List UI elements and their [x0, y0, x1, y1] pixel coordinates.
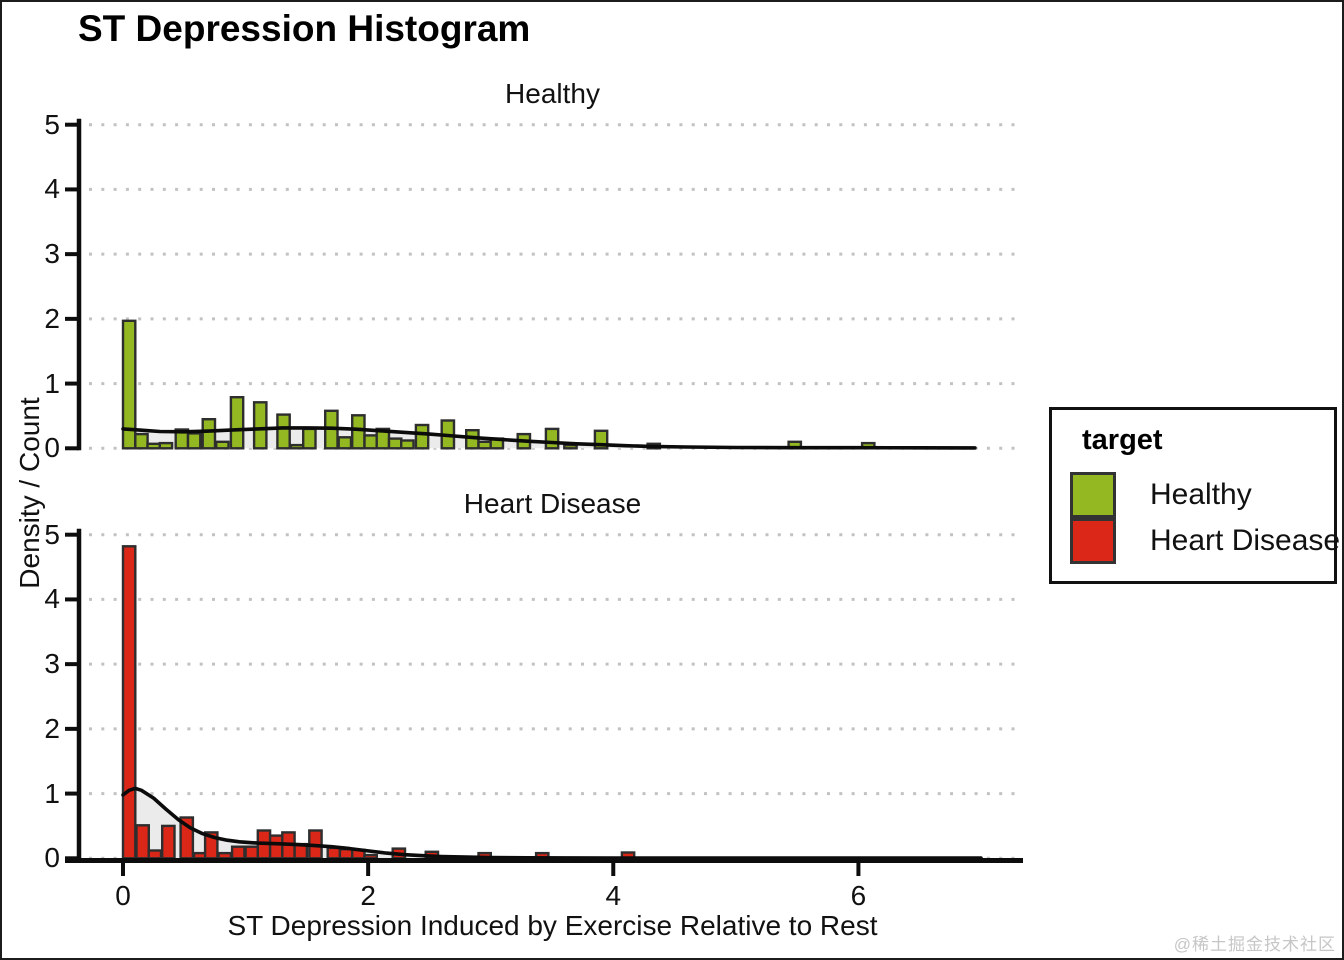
y-axis-title: Density / Count — [14, 397, 45, 589]
histogram-bar — [400, 439, 415, 450]
y-tick-label: 3 — [44, 648, 60, 680]
histogram-bar — [146, 442, 162, 450]
histogram-bar — [121, 545, 137, 860]
x-tick-label: 6 — [850, 880, 867, 911]
histogram-bar — [201, 418, 217, 450]
panel-healthy — [65, 118, 1018, 451]
histogram-bar — [289, 443, 305, 450]
x-tick-label: 2 — [360, 880, 376, 911]
histogram-bar — [134, 432, 149, 450]
histogram-bar — [158, 441, 174, 450]
legend-items: Healthy Heart Disease — [1070, 472, 1340, 564]
histogram-bars — [121, 545, 636, 860]
legend-box: target Healthy Heart Disease — [1049, 407, 1340, 584]
x-axis-title: ST Depression Induced by Exercise Relati… — [227, 910, 878, 941]
y-tick-label: 2 — [44, 302, 60, 334]
histogram-bar — [244, 845, 260, 860]
histogram-bar — [160, 824, 176, 860]
histogram-bar — [544, 427, 560, 450]
y-tick-label: 4 — [44, 173, 60, 205]
histogram-bar — [230, 845, 246, 860]
histogram-bar — [302, 427, 317, 450]
y-tick-label: 4 — [44, 583, 60, 615]
y-tick-label: 0 — [44, 842, 60, 874]
legend-item: Heart Disease — [1070, 518, 1340, 564]
facet-label-healthy: Healthy — [505, 78, 600, 109]
y-tick-label: 5 — [44, 108, 60, 140]
y-tick-label: 1 — [44, 777, 60, 809]
histogram-bar — [563, 443, 578, 450]
density-curve — [121, 426, 977, 450]
legend-swatch-healthy — [1070, 472, 1116, 518]
histogram-bar — [147, 849, 163, 860]
y-tick-label: 3 — [44, 238, 60, 270]
panel-heart-disease — [65, 528, 1018, 861]
histogram-bar — [135, 824, 151, 860]
legend-title: target — [1082, 424, 1163, 456]
y-tick-label: 0 — [44, 432, 60, 464]
y-tick-label: 5 — [44, 518, 60, 550]
x-tick-label: 4 — [605, 880, 622, 911]
watermark: @稀土掘金技术社区 — [1173, 935, 1336, 954]
histogram-bar — [214, 440, 230, 450]
histogram-bar — [363, 853, 379, 860]
histogram-bar — [268, 834, 284, 860]
histogram-bar — [252, 401, 268, 450]
facet-label-heart-disease: Heart Disease — [463, 488, 642, 519]
histogram-bar — [337, 436, 353, 450]
histogram-bar — [186, 432, 202, 450]
legend-label: Healthy — [1150, 478, 1252, 511]
histogram-bar — [326, 846, 342, 860]
histogram-bar — [229, 396, 245, 450]
histogram-bar — [121, 319, 137, 450]
histogram-bar — [338, 848, 354, 860]
histogram-bar — [363, 434, 379, 450]
histogram-bar — [477, 440, 493, 450]
legend-swatch-heart-disease — [1070, 518, 1116, 564]
histogram-bar — [387, 437, 403, 450]
y-tick-label: 1 — [44, 367, 60, 399]
histogram-bar — [351, 414, 366, 450]
histogram-bar — [276, 413, 291, 450]
page-title: ST Depression Histogram — [78, 8, 531, 49]
legend-item: Healthy — [1070, 472, 1340, 518]
x-tick-label: 0 — [115, 880, 131, 911]
histogram-bar — [414, 423, 430, 450]
y-tick-label: 2 — [44, 712, 60, 744]
histogram-bar — [217, 851, 233, 860]
legend-label: Heart Disease — [1150, 524, 1341, 557]
